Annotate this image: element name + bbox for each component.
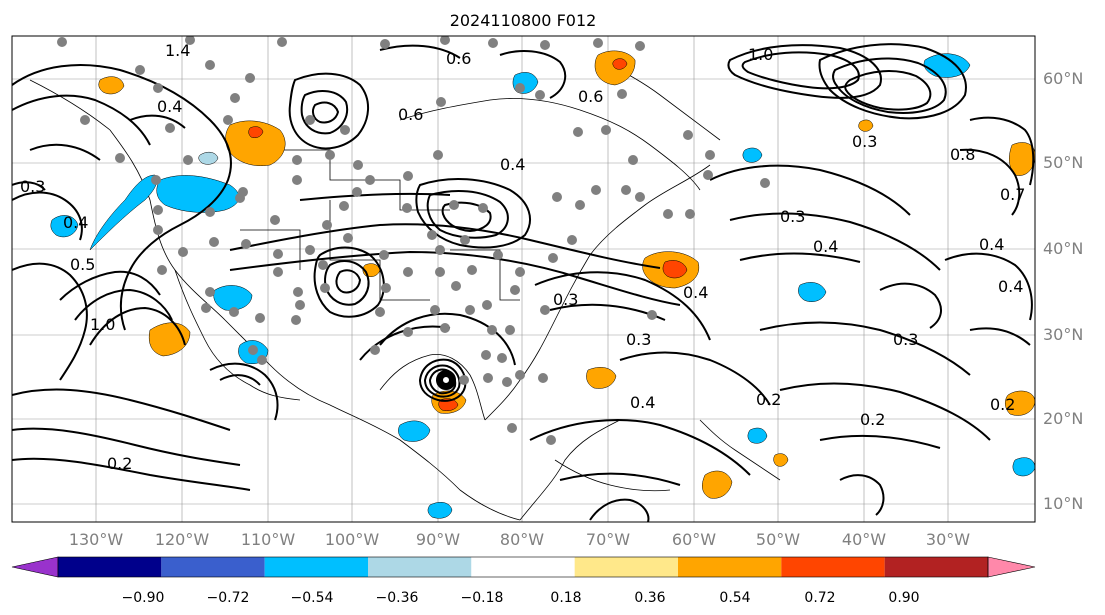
latitude-label: 40°N [1043, 239, 1083, 258]
contour-label: 0.4 [813, 237, 838, 256]
colorbar-tick-label: −0.36 [376, 590, 419, 606]
latitude-labels: 60°N 50°N 40°N 30°N 20°N 10°N [1043, 69, 1083, 513]
latitude-label: 20°N [1043, 409, 1083, 428]
longitude-label: 30°W [926, 530, 970, 549]
map-frame [11, 35, 1036, 523]
longitude-label: 90°W [416, 530, 460, 549]
colorbar-tick-label: −0.90 [122, 590, 165, 606]
latitude-label: 30°N [1043, 325, 1083, 344]
positive-shading [98, 50, 1035, 499]
contour-label: 0.2 [107, 454, 132, 473]
colorbar-tick-label: −0.54 [291, 590, 334, 606]
colorbar-frame [57, 556, 989, 578]
contour-label: 0.2 [990, 395, 1015, 414]
colorbar-extend-high [987, 556, 1036, 578]
contour-label: 1.0 [748, 45, 773, 64]
longitude-label: 60°W [672, 530, 716, 549]
contour-label: 1.4 [165, 41, 190, 60]
longitude-label: 50°W [756, 530, 800, 549]
colorbar: −0.90 −0.72 −0.54 −0.36 −0.18 0.18 0.36 … [11, 556, 1036, 606]
colorbar-tick-label: 0.54 [719, 590, 750, 606]
contour-label: 0.2 [756, 390, 781, 409]
longitude-label: 70°W [586, 530, 630, 549]
longitude-label: 130°W [69, 530, 124, 549]
contour-label: 0.4 [157, 97, 182, 116]
contour-label: 0.2 [860, 410, 885, 429]
colorbar-segment [58, 557, 162, 577]
map-area: 0.6 0.6 0.4 0.4 0.3 0.3 0.3 0.4 0.4 0.4 … [12, 36, 1035, 522]
latitude-label: 60°N [1043, 69, 1083, 88]
colorbar-segment [161, 557, 265, 577]
colorbar-extend-low [11, 556, 59, 578]
latitude-label: 10°N [1043, 494, 1083, 513]
contour-lines [12, 43, 1035, 522]
contour-label: 0.5 [70, 255, 95, 274]
contour-label: 0.4 [979, 235, 1004, 254]
colorbar-tick-label: 0.72 [804, 590, 835, 606]
longitude-labels: 130°W 120°W 110°W 100°W 90°W 80°W 70°W 6… [69, 530, 970, 549]
figure-title: 2024110800 F012 [450, 11, 597, 30]
colorbar-segment [574, 557, 678, 577]
colorbar-segment [884, 557, 988, 577]
contour-label: 0.3 [852, 132, 877, 151]
contour-label: 0.7 [1000, 185, 1025, 204]
longitude-label: 100°W [325, 530, 380, 549]
colorbar-ticks: −0.90 −0.72 −0.54 −0.36 −0.18 0.18 0.36 … [122, 590, 920, 606]
colorbar-segment [781, 557, 885, 577]
contour-label: 0.3 [20, 177, 45, 196]
contour-label: 0.3 [893, 330, 918, 349]
contour-label: 0.4 [63, 213, 88, 232]
colorbar-segment [368, 557, 472, 577]
contour-label: 0.3 [626, 330, 651, 349]
colorbar-tick-label: −0.18 [461, 590, 504, 606]
contour-label: 0.4 [500, 155, 525, 174]
contour-label: 0.3 [553, 290, 578, 309]
colorbar-tick-label: 0.90 [888, 590, 919, 606]
longitude-label: 40°W [842, 530, 886, 549]
contour-label: 0.3 [780, 207, 805, 226]
colorbar-segment [471, 557, 575, 577]
colorbar-tick-label: 0.36 [634, 590, 665, 606]
contour-label: 0.8 [950, 145, 975, 164]
colorbar-tick-label: 0.18 [550, 590, 581, 606]
colorbar-segment [264, 557, 368, 577]
latitude-label: 50°N [1043, 153, 1083, 172]
contour-label: 0.4 [998, 277, 1023, 296]
negative-shading [50, 53, 1035, 519]
colorbar-tick-label: −0.72 [207, 590, 250, 606]
longitude-label: 80°W [500, 530, 544, 549]
contour-label: 0.6 [398, 105, 423, 124]
colorbar-segment [678, 557, 782, 577]
contour-label: 0.6 [578, 87, 603, 106]
contour-label: 1.0 [90, 315, 115, 334]
longitude-label: 110°W [241, 530, 296, 549]
contour-label: 0.6 [446, 49, 471, 68]
contour-label: 0.4 [630, 393, 655, 412]
station-dots [57, 36, 770, 445]
longitude-label: 120°W [155, 530, 210, 549]
contour-label: 0.4 [683, 283, 708, 302]
contour-labels: 0.6 0.6 0.4 0.4 0.3 0.3 0.3 0.4 0.4 0.4 … [20, 41, 1025, 473]
